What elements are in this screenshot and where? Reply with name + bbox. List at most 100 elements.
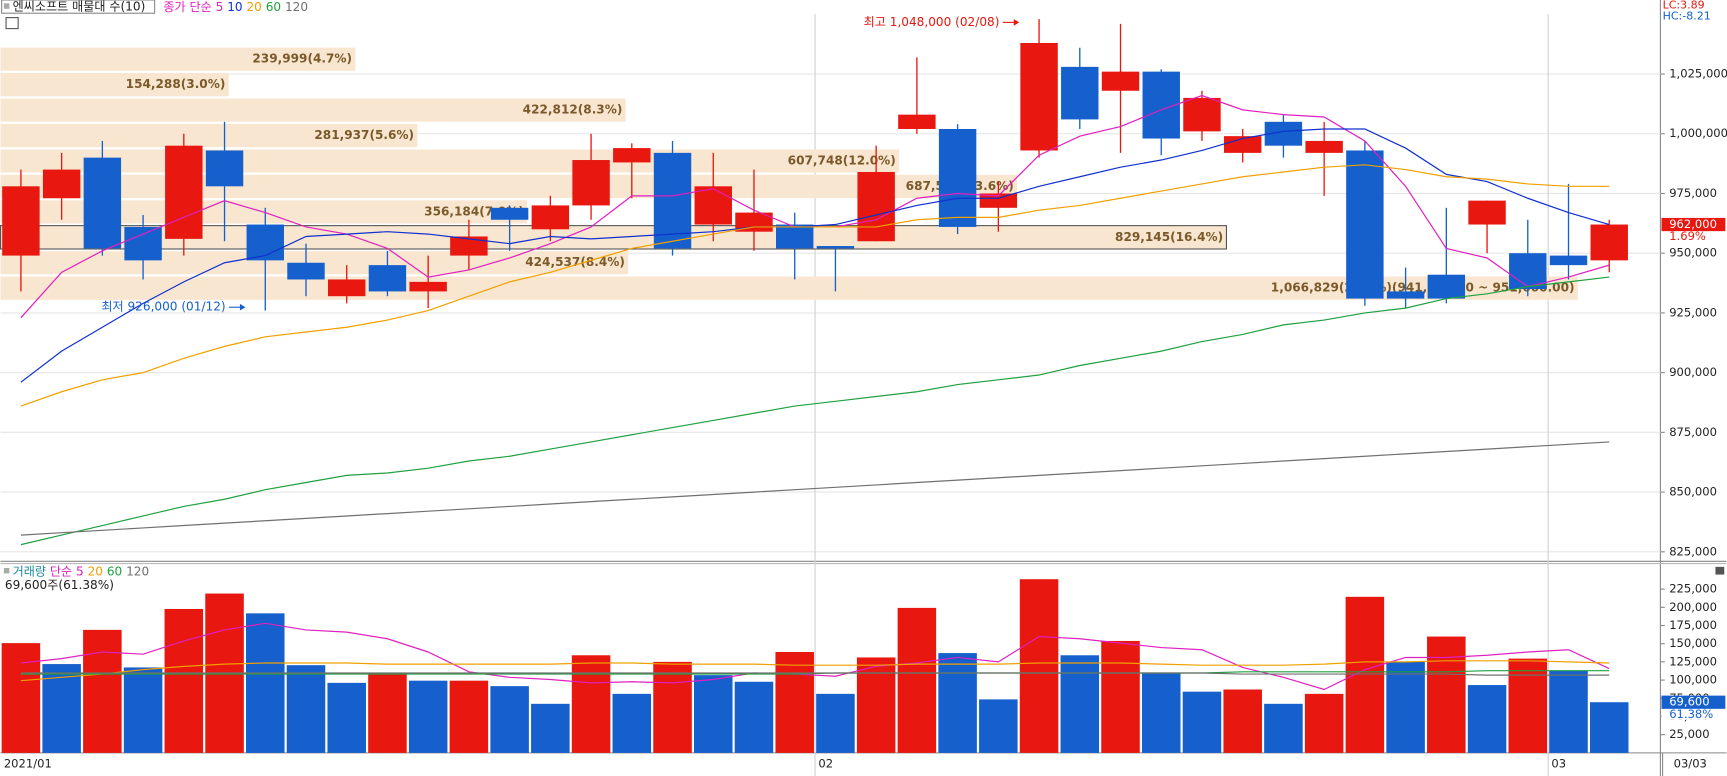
y-tick-label: 125,000 [1669,654,1717,668]
volume-profile-label: 607,748(12.0%) [788,153,896,167]
candle-body [2,186,40,256]
volume-bar [1,643,41,753]
legend-entry: 거래량 [13,564,46,578]
x-tick-label: 03 [1551,756,1566,770]
volume-profile-bar [0,98,626,122]
y-tick-label: 225,000 [1669,582,1717,596]
volume-profile-label: 239,999(4.7%) [252,52,352,66]
candle-body [572,160,610,206]
volume-bar [1264,703,1303,753]
candle-body [1468,200,1506,225]
candle-body [775,224,814,249]
volume-bar [1508,658,1548,753]
volume-bar [286,665,326,753]
volume-profile-label: 829,145(16.4%) [1115,230,1223,244]
candle-body [653,152,692,249]
volume-change: 61.38% [1669,707,1713,721]
candle-body [328,279,366,297]
y-tick-label: 25,000 [1669,727,1709,741]
volume-bar [1019,579,1059,753]
candle-body [1590,224,1628,261]
ma-line [20,276,1610,546]
volume-bar [449,680,489,753]
volume-bar [612,693,652,753]
volume-bar [1427,636,1466,753]
ma-line [20,128,1610,383]
volume-bar [368,674,407,753]
volume-profile-bar [0,47,356,71]
volume-bar [490,686,529,753]
candle-body [979,193,1018,208]
candle-body [1549,255,1588,266]
legend-entry: 60 [107,564,122,578]
candle-body [1264,121,1303,146]
candle-body [613,148,651,163]
volume-bar [123,667,163,753]
candle-body [1427,274,1466,299]
ma-line [20,164,1610,407]
close-icon[interactable] [1715,566,1725,575]
volume-bar [897,607,937,753]
ma-line [20,660,1610,682]
icon [3,3,10,9]
volume-bar [938,653,977,753]
volume-profile-bar [0,174,1018,199]
y-tick-label: 850,000 [1669,485,1717,499]
legend: 종가 단순 5 10 20 60 120 [163,0,308,14]
title-box [1,0,156,14]
y-tick-label: 900,000 [1669,365,1717,379]
price-tag-label: 962,000 [1669,217,1717,231]
icon[interactable] [5,17,19,30]
volume-profile-bar [0,149,900,173]
volume-bar [1386,661,1425,753]
y-tick-label: 100,000 [1669,673,1717,687]
volume-bar [1141,672,1181,753]
candle-body [165,145,203,239]
volume-bar [693,675,733,753]
annotation-arrow [239,303,246,311]
candle-body [205,150,244,187]
legend: 거래량 단순 5 20 60 120 [13,564,150,578]
volume-bar [653,661,692,753]
volume-bar [1101,640,1140,753]
volume-bar [856,657,896,753]
y-tick-label: 1,025,000 [1669,67,1727,81]
candle-body [1386,291,1425,299]
volume-bar [1223,689,1262,753]
legend-entry: 10 [227,0,242,14]
volume-bar [1304,693,1344,753]
candle-body [1020,42,1058,151]
candle-body [1061,66,1099,120]
legend-entry: 120 [126,564,149,578]
y-tick-label: 950,000 [1669,246,1717,260]
volume-bar [408,680,448,753]
volume-bar [1467,685,1507,753]
volume-bar [327,682,366,753]
legend-entry: 단순 [50,564,72,578]
volume-bar [164,608,204,753]
annotation: 최저 926,000 (01/12) [101,300,225,314]
y-tick-label: 200,000 [1669,600,1717,614]
candle-body [246,224,284,261]
legend-entry: 20 [88,564,103,578]
candle-body [1305,140,1343,153]
y-tick-label: 1,000,000 [1669,126,1727,140]
y-tick-label: 175,000 [1669,618,1717,632]
candle-body [1509,253,1547,290]
legend-entry: 5 [216,0,224,14]
candle-body [83,157,122,249]
volume-bar [1060,655,1100,753]
volume-profile-label: 281,937(5.6%) [314,128,414,142]
title: 엔씨소프트 매물대 수(10) [13,0,146,14]
legend-entry: 120 [285,0,308,14]
volume-profile-label: 424,537(8.4%) [525,255,625,269]
volume-profile-bar [0,123,418,148]
volume-bar [571,655,611,753]
y-tick-label: 875,000 [1669,425,1717,439]
volume-bar [531,703,570,753]
legend-entry: 종가 단순 [163,0,211,14]
y-tick-label: 975,000 [1669,186,1717,200]
candle-body [531,205,570,230]
legend-entry: 5 [76,564,84,578]
